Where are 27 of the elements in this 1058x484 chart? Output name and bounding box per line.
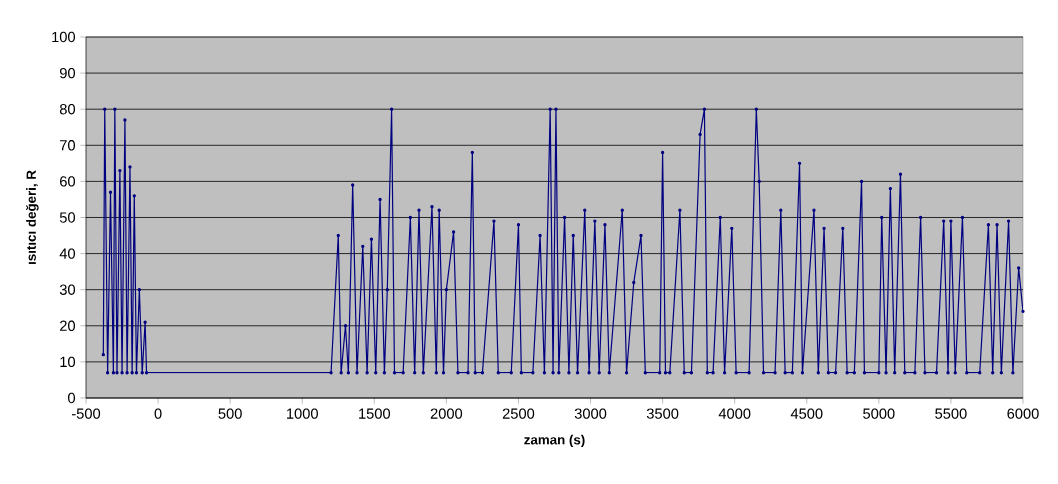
y-tick-label: 40 — [59, 248, 76, 259]
x-tick-label: 5500 — [935, 408, 967, 419]
y-tick-label: 90 — [59, 67, 76, 79]
x-tick-label: 3000 — [574, 408, 607, 419]
x-axis-title: zaman (s) — [524, 434, 585, 448]
x-tick-label: 4000 — [718, 408, 751, 419]
x-tick-label: 0 — [154, 408, 162, 419]
y-axis-title: ısıtıcı değeri, R — [26, 170, 39, 264]
y-tick-label: 20 — [60, 320, 76, 331]
x-tick-label: 500 — [218, 408, 242, 419]
x-tick-label: 1500 — [359, 408, 391, 419]
y-tick-label: 50 — [59, 212, 76, 223]
x-tick-label: 3500 — [646, 408, 679, 419]
y-tick-label: 30 — [59, 284, 76, 295]
y-tick-label: 10 — [60, 356, 76, 368]
x-tick-label: -500 — [71, 408, 101, 419]
y-tick-label: 100 — [52, 31, 76, 43]
y-tick-label: 60 — [60, 176, 76, 187]
y-tick-label: 70 — [60, 140, 76, 151]
x-tick-label: 2500 — [502, 408, 535, 419]
x-tick-label: 4500 — [790, 408, 823, 419]
y-tick-label: 0 — [68, 392, 76, 404]
x-tick-label: 5000 — [863, 408, 895, 419]
y-tick-label: 80 — [59, 104, 76, 115]
x-tick-label: 6000 — [1007, 408, 1039, 419]
x-tick-label: 1000 — [287, 408, 318, 419]
x-tick-label: 2000 — [430, 408, 463, 419]
